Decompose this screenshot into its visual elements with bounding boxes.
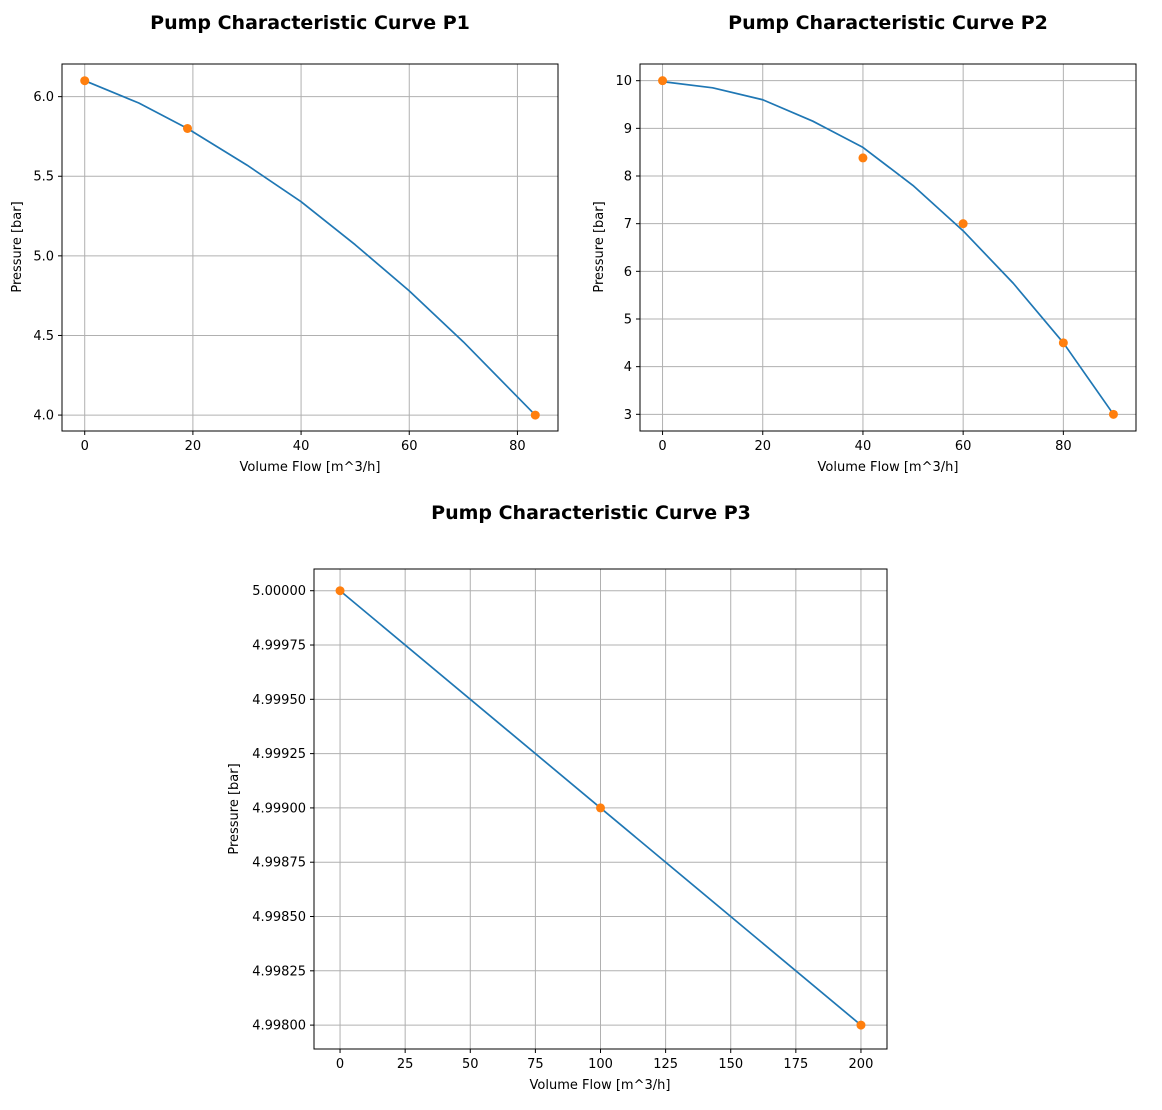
- y-tick-label: 3: [624, 408, 632, 423]
- y-axis-label-p2: Pressure [bar]: [592, 201, 607, 292]
- y-ticks-p3: 4.99800 4.99825 4.99850 4.99875 4.99900 4.999…: [252, 584, 314, 1034]
- y-tick-label: 8: [624, 170, 632, 185]
- x-axis-label-p3: Volume Flow [m^3/h]: [530, 1078, 671, 1093]
- y-tick-label: 4.0: [33, 409, 54, 424]
- x-axis-label-p1: Volume Flow [m^3/h]: [240, 460, 381, 475]
- data-point-marker: [530, 410, 540, 420]
- x-tick-label: 0: [336, 1057, 344, 1072]
- data-point-marker: [1108, 409, 1118, 419]
- y-tick-label: 4.99900: [252, 801, 306, 816]
- y-tick-label: 4: [624, 360, 632, 375]
- x-tick-label: 40: [293, 439, 310, 454]
- x-tick-label: 20: [754, 439, 771, 454]
- data-point-marker: [958, 219, 968, 229]
- data-point-marker: [182, 123, 192, 133]
- data-point-marker: [856, 1020, 866, 1030]
- x-tick-label: 0: [81, 439, 89, 454]
- data-point-marker: [858, 153, 868, 163]
- x-ticks-p1: 0 20 40 60 80: [81, 431, 526, 454]
- y-tick-label: 10: [615, 74, 632, 89]
- grid-p3: [314, 569, 887, 1049]
- x-tick-label: 100: [588, 1057, 613, 1072]
- y-tick-label: 4.99800: [252, 1019, 306, 1034]
- axes-frame-p2: [639, 63, 1137, 432]
- x-tick-label: 175: [783, 1057, 808, 1072]
- data-point-marker: [80, 76, 90, 86]
- fitted-curve-line: [662, 80, 1115, 415]
- y-axis-label-p3: Pressure [bar]: [227, 763, 242, 854]
- grid-p1: [62, 64, 558, 431]
- y-tick-label: 4.99850: [252, 910, 306, 925]
- y-tick-label: 4.5: [33, 329, 54, 344]
- y-ticks-p2: 3 4 5 6 7 8 9 10: [615, 74, 640, 423]
- x-tick-label: 200: [849, 1057, 874, 1072]
- x-ticks-p2: 0 20 40 60 80: [658, 431, 1072, 454]
- x-tick-label: 20: [185, 439, 202, 454]
- y-tick-label: 5.00000: [252, 584, 306, 599]
- x-tick-label: 40: [855, 439, 872, 454]
- y-axis-label-p1: Pressure [bar]: [10, 201, 25, 292]
- chart-title-p3: Pump Characteristic Curve P3: [431, 502, 751, 524]
- x-tick-label: 60: [955, 439, 972, 454]
- x-tick-label: 125: [653, 1057, 678, 1072]
- y-tick-label: 9: [624, 122, 632, 137]
- grid-p2: [640, 64, 1136, 431]
- y-ticks-p1: 4.0 4.5 5.0 5.5 6.0: [33, 90, 62, 424]
- x-tick-label: 80: [509, 439, 526, 454]
- y-tick-label: 4.99950: [252, 693, 306, 708]
- y-tick-label: 4.99825: [252, 964, 306, 979]
- series-p1: [80, 76, 540, 420]
- y-tick-label: 4.99925: [252, 747, 306, 762]
- fitted-curve-line: [84, 79, 536, 416]
- data-point-marker: [335, 586, 345, 596]
- x-tick-label: 80: [1055, 439, 1072, 454]
- x-tick-label: 25: [397, 1057, 414, 1072]
- chart-p1: 0 20 40 60 80 4.0 4.5 5.0 5.5 6.0 Volume Flow [m…: [10, 63, 559, 475]
- y-tick-label: 7: [624, 217, 632, 232]
- data-point-marker: [596, 803, 605, 813]
- y-tick-label: 6: [624, 265, 632, 280]
- x-tick-label: 0: [658, 439, 666, 454]
- y-tick-label: 5.0: [33, 249, 54, 264]
- chart-p3: 0 25 50 75 100 125 150 175 200 4.998004.998254.9…: [227, 568, 888, 1093]
- series-p2: [658, 76, 1118, 419]
- x-tick-label: 60: [401, 439, 418, 454]
- chart-title-p1: Pump Characteristic Curve P1: [150, 12, 470, 34]
- x-tick-label: 150: [718, 1057, 743, 1072]
- y-tick-label: 4.99875: [252, 856, 306, 871]
- x-axis-label-p2: Volume Flow [m^3/h]: [818, 460, 959, 475]
- data-point-marker: [658, 76, 668, 86]
- x-tick-label: 50: [462, 1057, 479, 1072]
- y-tick-label: 5: [624, 312, 632, 327]
- y-tick-label: 6.0: [33, 90, 54, 105]
- data-point-marker: [1058, 338, 1068, 348]
- series-p3: [335, 586, 866, 1030]
- plot-area-p2: [640, 64, 1136, 431]
- plot-area-p1: [62, 64, 558, 431]
- chart-title-p2: Pump Characteristic Curve P2: [728, 12, 1048, 34]
- axes-frame-p1: [61, 63, 559, 432]
- y-tick-label: 5.5: [33, 170, 54, 185]
- x-tick-label: 75: [527, 1057, 544, 1072]
- x-ticks-p3: 0 25 50 75 100 125 150 175 200: [336, 1049, 873, 1072]
- y-tick-label: 4.99975: [252, 639, 306, 654]
